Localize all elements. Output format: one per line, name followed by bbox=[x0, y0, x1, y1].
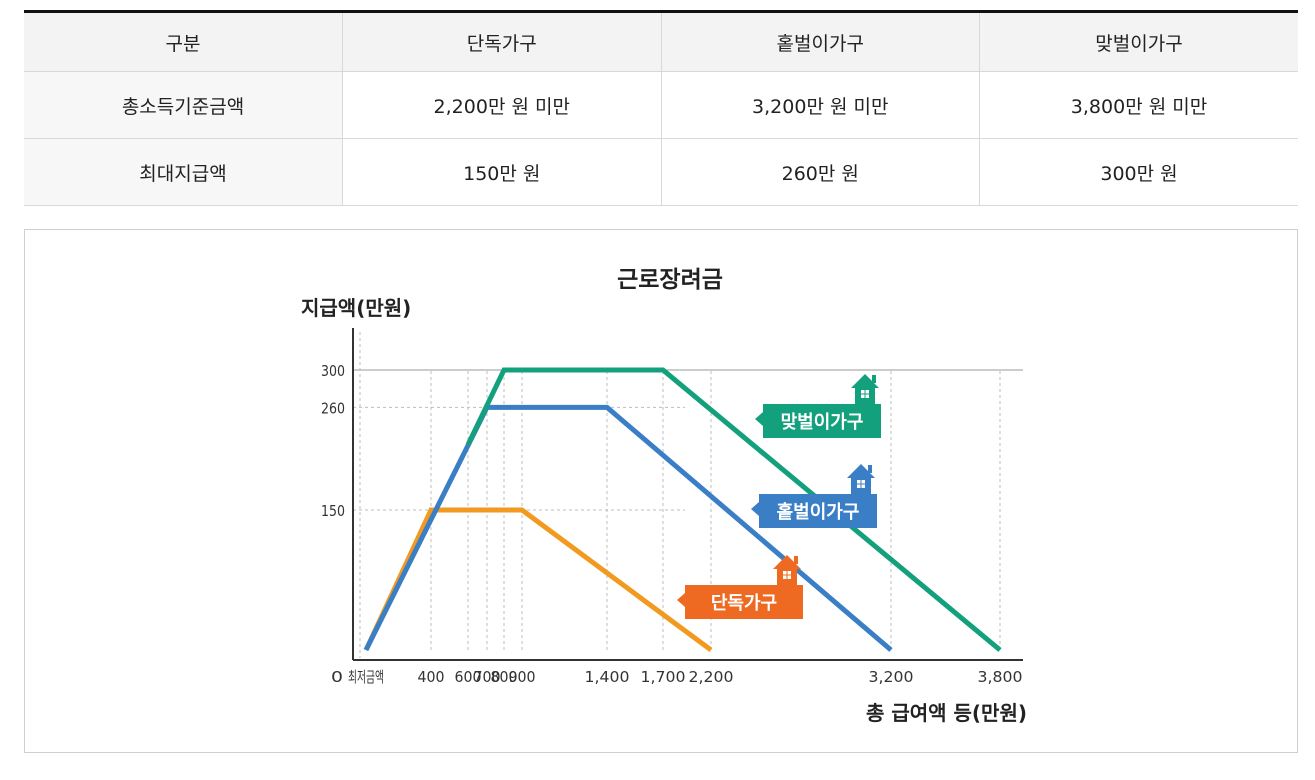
axes bbox=[352, 328, 1023, 661]
series-label-text: 맞벌이가구 bbox=[781, 412, 864, 433]
x-tick-label: 2,200 bbox=[689, 668, 734, 686]
series-labels: 단독가구 홑벌이가구 맞벌이가구 bbox=[677, 374, 881, 619]
x-tick-label: 최저금액 bbox=[348, 668, 384, 686]
x-tick-label: 1,700 bbox=[641, 668, 686, 686]
series-line bbox=[363, 507, 713, 653]
row-label: 총소득기준금액 bbox=[24, 71, 343, 139]
header-single: 단독가구 bbox=[342, 11, 661, 72]
label-box bbox=[763, 404, 881, 438]
y-axis-label: 지급액(만원) bbox=[301, 296, 411, 320]
x-tick-label: 700 bbox=[474, 668, 501, 686]
label-pointer bbox=[755, 412, 763, 426]
table-cell: 2,200만 원 미만 bbox=[342, 71, 661, 139]
x-tick-label: 900 bbox=[509, 668, 536, 686]
series-line bbox=[363, 404, 893, 652]
earned-income-credit-chart: 근로장려금 지급액(만원) 총 급여액 등(만원) 0 최저금액 400 600700… bbox=[301, 267, 1027, 725]
y-tick-labels: 300 260 150 bbox=[321, 362, 345, 520]
label-pointer bbox=[751, 502, 759, 516]
y-tick-label: 300 bbox=[321, 362, 345, 380]
x-tick-label: 1,400 bbox=[585, 668, 630, 686]
y-tick-label: 260 bbox=[321, 399, 345, 417]
header-category: 구분 bbox=[24, 11, 343, 72]
row-label: 최대지급액 bbox=[24, 138, 343, 206]
x-tick-label: 600 bbox=[455, 668, 482, 686]
header-dual-earner: 맞벌이가구 bbox=[979, 11, 1298, 72]
label-pointer bbox=[677, 593, 685, 607]
table-cell: 3,200만 원 미만 bbox=[660, 71, 980, 139]
series-label: 홑벌이가구 bbox=[751, 464, 877, 528]
label-box bbox=[685, 585, 803, 619]
table-cell: 150만 원 bbox=[342, 138, 661, 206]
label-box bbox=[759, 494, 877, 528]
x-tick-label: 0 bbox=[331, 668, 343, 686]
y-tick-label: 150 bbox=[321, 502, 345, 520]
x-tick-label: 3,800 bbox=[978, 668, 1023, 686]
x-tick-label: 400 bbox=[418, 668, 445, 686]
header-single-earner: 홑벌이가구 bbox=[660, 11, 980, 72]
house-icon bbox=[773, 555, 801, 585]
table-row: 최대지급액 150만 원 260만 원 300만 원 bbox=[24, 138, 1298, 206]
table-row: 총소득기준금액 2,200만 원 미만 3,200만 원 미만 3,800만 원… bbox=[24, 71, 1298, 139]
series-label: 단독가구 bbox=[677, 555, 803, 619]
series-label: 맞벌이가구 bbox=[755, 374, 881, 438]
x-axis-label: 총 급여액 등(만원) bbox=[866, 701, 1027, 725]
house-icon bbox=[851, 374, 879, 404]
chart-container: 근로장려금 지급액(만원) 총 급여액 등(만원) 0 최저금액 400 600 700… bbox=[24, 229, 1298, 753]
x-tick-label: 3,200 bbox=[869, 668, 914, 686]
income-criteria-table: 구분 단독가구 홑벌이가구 맞벌이가구 총소득기준금액 2,200만 원 미만 … bbox=[24, 10, 1298, 206]
chart-title: 근로장려금 bbox=[617, 267, 723, 293]
x-tick-label: 800 bbox=[491, 668, 518, 686]
table-cell: 3,800만 원 미만 bbox=[979, 71, 1298, 139]
table-cell: 300만 원 bbox=[979, 138, 1298, 206]
table-header-row: 구분 단독가구 홑벌이가구 맞벌이가구 bbox=[24, 11, 1298, 72]
series-label-text: 홑벌이가구 bbox=[777, 501, 860, 523]
house-icon bbox=[847, 464, 875, 494]
series-label-text: 단독가구 bbox=[711, 593, 777, 614]
table-cell: 260만 원 bbox=[660, 138, 980, 206]
